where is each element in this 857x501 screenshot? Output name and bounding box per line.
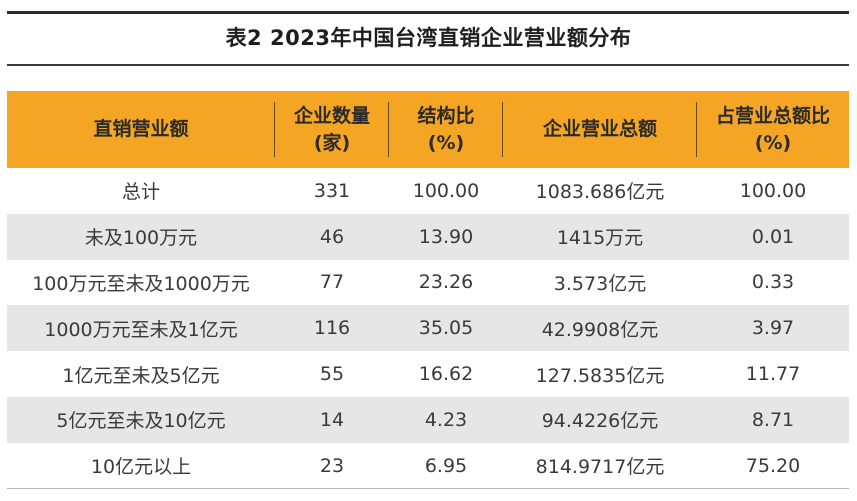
cell-total-revenue: 127.5835亿元 [535,364,665,387]
cell-structure-ratio: 35.05 [418,317,474,340]
cell-company-count: 77 [319,271,345,294]
cell-revenue-share: 11.77 [745,363,801,386]
cell-structure-ratio: 23.26 [418,271,474,294]
table-title: 表2 2023年中国台湾直销企业营业额分布 [225,26,632,50]
cell-revenue-range: 1000万元至未及1亿元 [44,318,238,341]
cell-company-count: 116 [313,317,351,340]
header-unit: (家) [313,131,351,154]
table-row: 100万元至未及1000万元 77 23.26 3.573亿元 0.33 [7,260,849,306]
cell-structure-ratio: 6.95 [424,454,468,477]
header-revenue-range: 直销营业额 [7,91,275,168]
header-label: 企业营业总额 [542,118,657,140]
cell-revenue-range: 总计 [121,181,160,204]
table-row: 1000万元至未及1亿元 116 35.05 42.9908亿元 3.97 [7,305,849,352]
table-row: 5亿元至未及10亿元 14 4.23 94.4226亿元 8.71 [7,396,849,443]
header-label: 直销营业额 [93,118,189,140]
cell-total-revenue: 94.4226亿元 [541,410,659,433]
cell-structure-ratio: 16.62 [418,363,474,386]
header-revenue-share: 占营业总额比 (%) [697,91,849,168]
header-label: 结构比 [417,104,475,127]
bottom-rule [7,488,849,489]
cell-revenue-range: 100万元至未及1000万元 [32,272,250,295]
header-unit: (%) [754,131,792,154]
revenue-distribution-table: 直销营业额 企业数量 (家) 结构比 (%) 企业营业总额 占营业总额比 (%)… [7,91,849,489]
cell-revenue-share: 8.71 [751,408,795,431]
cell-revenue-range: 未及100万元 [84,227,198,250]
header-row: 直销营业额 企业数量 (家) 结构比 (%) 企业营业总额 占营业总额比 (%) [7,91,849,168]
cell-revenue-share: 0.01 [751,225,795,248]
cell-company-count: 23 [319,454,345,477]
cell-company-count: 55 [319,363,345,386]
cell-total-revenue: 814.9717亿元 [535,456,665,479]
cell-revenue-range: 5亿元至未及10亿元 [56,410,226,433]
cell-revenue-share: 75.20 [745,454,801,477]
cell-revenue-share: 0.33 [751,271,795,294]
header-label: 企业数量 [293,104,370,127]
cell-company-count: 14 [319,408,345,431]
table-row-total: 总计 331 100.00 1083.686亿元 100.00 [7,168,849,214]
cell-structure-ratio: 4.23 [424,408,468,431]
header-total-revenue: 企业营业总额 [503,91,697,168]
header-unit: (%) [427,131,465,154]
cell-total-revenue: 1415万元 [556,227,644,250]
cell-structure-ratio: 13.90 [418,225,474,248]
table-row: 1亿元至未及5亿元 55 16.62 127.5835亿元 11.77 [7,351,849,397]
cell-company-count: 46 [319,225,345,248]
table-row: 10亿元以上 23 6.95 814.9717亿元 75.20 [7,443,849,489]
header-structure-ratio: 结构比 (%) [389,91,503,168]
title-rule [7,64,849,66]
cell-total-revenue: 42.9908亿元 [541,318,659,341]
cell-total-revenue: 3.573亿元 [553,272,647,295]
cell-total-revenue: 1083.686亿元 [535,181,665,204]
header-label: 占营业总额比 [715,104,830,127]
cell-company-count: 331 [313,179,351,202]
cell-revenue-range: 10亿元以上 [90,456,192,479]
cell-revenue-share: 100.00 [739,179,807,202]
cell-structure-ratio: 100.00 [412,179,480,202]
cell-revenue-range: 1亿元至未及5亿元 [62,364,220,387]
top-rule [7,11,849,14]
header-company-count: 企业数量 (家) [275,91,389,168]
cell-revenue-share: 3.97 [751,317,795,340]
table-row: 未及100万元 46 13.90 1415万元 0.01 [7,213,849,260]
